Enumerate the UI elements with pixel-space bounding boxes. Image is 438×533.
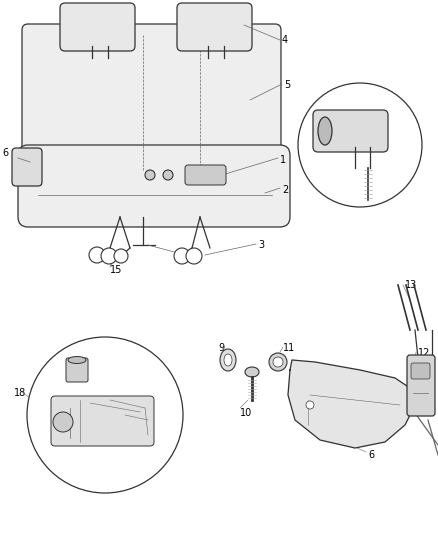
Text: 5: 5 [284,80,290,90]
FancyBboxPatch shape [407,355,435,416]
Circle shape [101,248,117,264]
Ellipse shape [224,354,232,366]
FancyBboxPatch shape [66,358,88,382]
Text: 8: 8 [398,180,404,190]
FancyBboxPatch shape [60,3,135,51]
Circle shape [53,412,73,432]
Text: 14: 14 [178,252,190,262]
Polygon shape [288,360,415,448]
FancyBboxPatch shape [22,24,281,176]
FancyBboxPatch shape [185,165,226,185]
Text: 9: 9 [218,343,224,353]
Text: 10: 10 [240,408,252,418]
Text: 19: 19 [138,380,150,390]
FancyBboxPatch shape [12,148,42,186]
FancyBboxPatch shape [177,3,252,51]
Circle shape [163,170,173,180]
Ellipse shape [220,349,236,371]
Circle shape [298,83,422,207]
Text: 20: 20 [70,448,82,458]
Circle shape [114,249,128,263]
Text: 7: 7 [308,118,314,128]
Text: 12: 12 [418,348,431,358]
Text: 11: 11 [283,343,295,353]
FancyBboxPatch shape [313,110,388,152]
Circle shape [273,357,283,367]
Text: 18: 18 [14,388,26,398]
FancyBboxPatch shape [18,145,290,227]
Text: 3: 3 [258,240,264,250]
Ellipse shape [68,357,86,364]
Text: 15: 15 [110,265,122,275]
Circle shape [145,170,155,180]
Text: 6: 6 [368,450,374,460]
Text: 2: 2 [282,185,288,195]
Text: 4: 4 [282,35,288,45]
Circle shape [27,337,183,493]
Ellipse shape [245,367,259,377]
Text: 13: 13 [405,280,417,290]
Text: 21: 21 [76,356,88,366]
Circle shape [306,401,314,409]
FancyBboxPatch shape [51,396,154,446]
Circle shape [186,248,202,264]
Ellipse shape [269,353,287,371]
Text: 1: 1 [280,155,286,165]
Text: 6: 6 [2,148,8,158]
Ellipse shape [318,117,332,145]
FancyBboxPatch shape [411,363,430,379]
Circle shape [174,248,190,264]
Circle shape [89,247,105,263]
